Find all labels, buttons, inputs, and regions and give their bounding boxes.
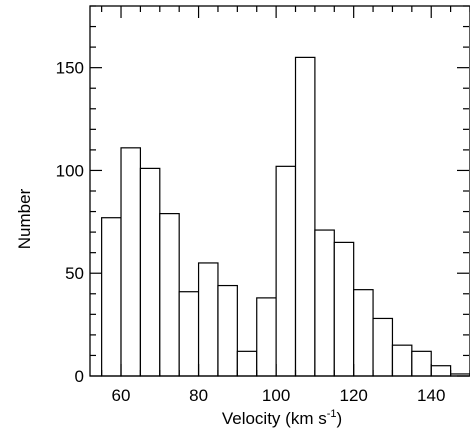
histogram-bar-6: [217, 284, 238, 377]
x-tick-label-140: 140: [417, 386, 445, 405]
x-tick-labels: 60 80 100 120 140: [112, 386, 446, 405]
axis-ticks: [90, 5, 470, 377]
histogram-bar-17: [430, 365, 452, 377]
histogram-bar-14: [372, 317, 394, 377]
x-tick-label-100: 100: [262, 386, 290, 405]
x-axis-title-superscript: -1: [327, 408, 337, 420]
histogram-bar-7: [236, 350, 258, 377]
histogram-bar-1: [120, 147, 142, 377]
histogram-bar-0: [101, 217, 122, 377]
histogram-bar-10: [294, 56, 316, 377]
histogram-bar-3: [159, 213, 180, 377]
y-tick-label-150: 150: [56, 59, 84, 78]
x-tick-label-80: 80: [189, 386, 208, 405]
y-tick-label-50: 50: [65, 264, 84, 283]
histogram-bar-9: [275, 165, 297, 377]
histogram-bar-4: [178, 291, 200, 377]
histogram-bar-2: [139, 167, 161, 377]
x-tick-label-60: 60: [112, 386, 131, 405]
x-axis-title-main: Velocity (km s: [222, 409, 327, 428]
histogram-bars: [101, 56, 470, 377]
x-axis-title: Velocity (km s-1): [222, 408, 342, 428]
histogram-bar-5: [197, 262, 219, 377]
x-axis-title-suffix: ): [336, 409, 342, 428]
histogram-bar-13: [353, 289, 374, 377]
histogram-bar-11: [314, 229, 335, 377]
y-tick-labels: 0 50 100 150: [56, 59, 84, 386]
histogram-bar-15: [391, 344, 413, 377]
histogram-bar-8: [256, 297, 277, 377]
histogram-bar-12: [333, 241, 355, 377]
y-tick-label-0: 0: [75, 367, 84, 386]
x-tick-label-120: 120: [339, 386, 367, 405]
histogram-bar-16: [411, 350, 432, 377]
y-axis-title: Number: [15, 188, 34, 249]
y-tick-label-100: 100: [56, 161, 84, 180]
